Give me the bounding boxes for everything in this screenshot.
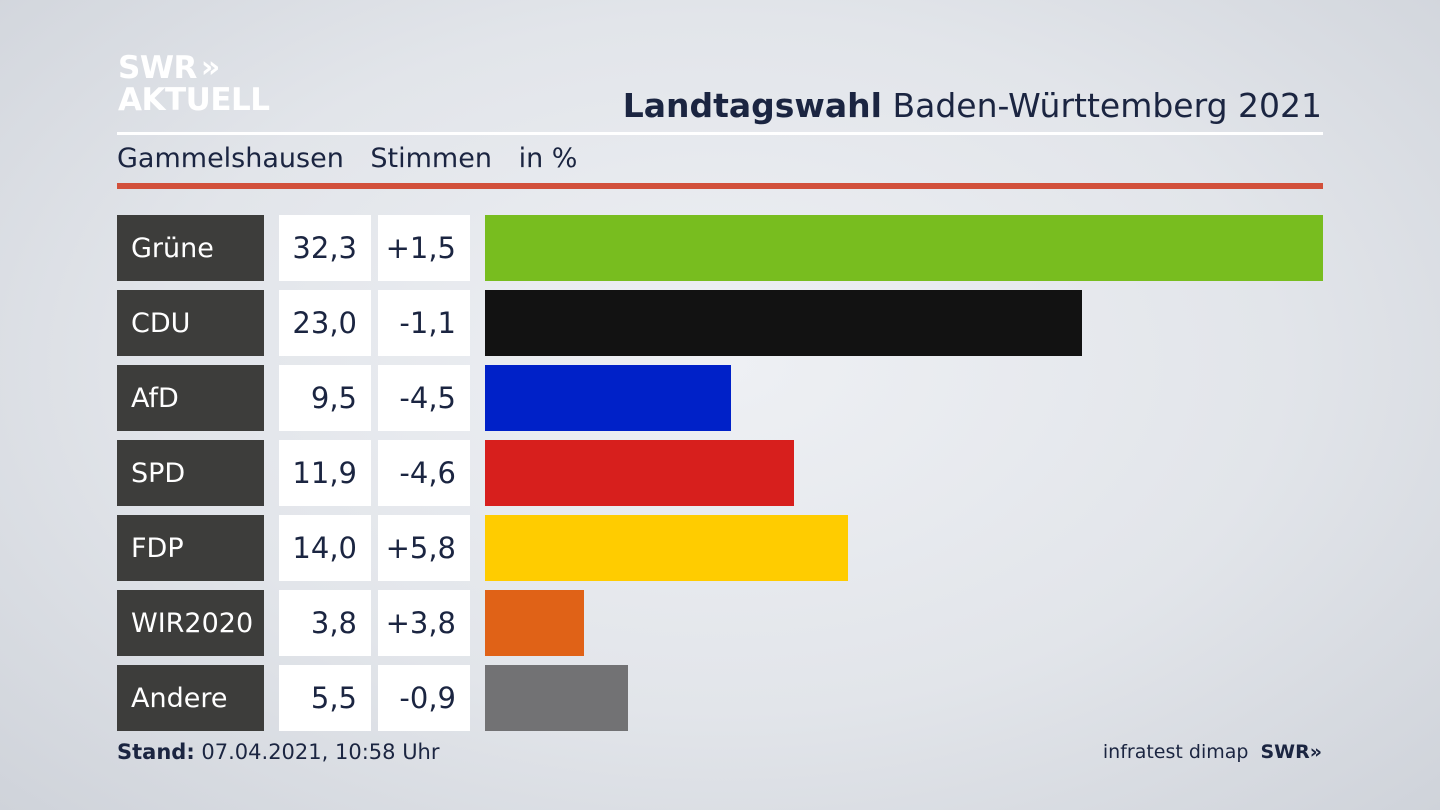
value-label: 11,9 [279, 440, 371, 506]
party-label: CDU [117, 290, 264, 356]
value-label: 5,5 [279, 665, 371, 731]
party-label: AfD [117, 365, 264, 431]
timestamp: Stand: 07.04.2021, 10:58 Uhr [117, 740, 440, 764]
bar-fdp [485, 515, 848, 581]
value-label: 3,8 [279, 590, 371, 656]
bar-spd [485, 440, 794, 506]
subtitle-unit: in % [518, 143, 578, 174]
value-label: 14,0 [279, 515, 371, 581]
value-label: 32,3 [279, 215, 371, 281]
title-bold: Landtagswahl [622, 86, 882, 125]
bar-andere [485, 665, 628, 731]
bar-wir2020 [485, 590, 584, 656]
party-label: WIR2020 [117, 590, 264, 656]
header-divider [117, 132, 1323, 135]
stand-label: Stand: [117, 740, 195, 764]
diff-label: -4,5 [378, 365, 470, 431]
subtitle-location: Gammelshausen [117, 143, 344, 174]
diff-label: +3,8 [378, 590, 470, 656]
value-label: 23,0 [279, 290, 371, 356]
stand-value: 07.04.2021, 10:58 Uhr [201, 740, 440, 764]
party-label: Grüne [117, 215, 264, 281]
party-label: Andere [117, 665, 264, 731]
logo-chevron-icon: » [200, 50, 221, 85]
swr-brand-text: SWR [1260, 741, 1310, 763]
diff-label: -0,9 [378, 665, 470, 731]
chart-subtitle: Gammelshausen Stimmen in % [117, 143, 595, 174]
title-rest: Baden-Württemberg 2021 [892, 86, 1322, 125]
accent-divider [117, 183, 1323, 189]
swr-brand: SWR» [1260, 741, 1322, 763]
logo-swr-text: SWR [118, 50, 197, 86]
subtitle-measure: Stimmen [370, 143, 492, 174]
logo-aktuell-text: AKTUELL [118, 82, 270, 118]
bar-cdu [485, 290, 1082, 356]
diff-label: +5,8 [378, 515, 470, 581]
party-label: SPD [117, 440, 264, 506]
party-label: FDP [117, 515, 264, 581]
diff-label: -1,1 [378, 290, 470, 356]
page-title: Landtagswahl Baden-Württemberg 2021 [623, 86, 1322, 125]
diff-label: -4,6 [378, 440, 470, 506]
diff-label: +1,5 [378, 215, 470, 281]
value-label: 9,5 [279, 365, 371, 431]
bar-afd [485, 365, 731, 431]
swr-aktuell-logo: SWR » AKTUELL [118, 50, 270, 118]
swr-chevron-icon: » [1309, 741, 1322, 763]
source-label: infratest dimap [1102, 741, 1249, 763]
bar-grne [485, 215, 1323, 281]
source-credit: infratest dimap SWR» [1103, 741, 1322, 763]
